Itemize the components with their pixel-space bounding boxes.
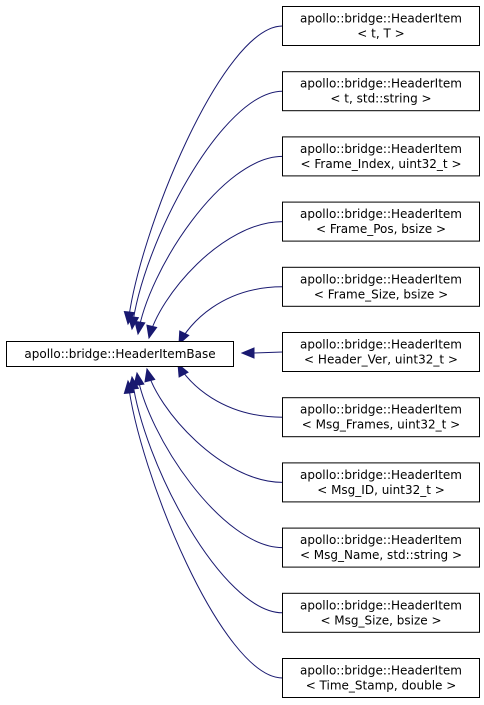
derived-class-template-args: < t, std::string > [330, 92, 431, 106]
derived-class-node[interactable]: apollo::bridge::HeaderItem< Frame_Index,… [282, 136, 480, 177]
derived-class-node[interactable]: apollo::bridge::HeaderItem< Frame_Pos, b… [282, 201, 480, 242]
inheritance-edge [136, 372, 283, 549]
inheritance-arrowhead [133, 371, 145, 387]
derived-class-template-args: < Frame_Pos, bsize > [316, 222, 446, 236]
inheritance-arrowhead [240, 347, 255, 359]
inheritance-arrowhead [144, 367, 156, 383]
derived-class-template-args: < Msg_Size, bsize > [320, 613, 441, 627]
base-class-node[interactable]: apollo::bridge::HeaderItemBase [6, 341, 234, 367]
derived-class-box [282, 462, 480, 503]
derived-class-name: apollo::bridge::HeaderItem [300, 403, 462, 417]
derived-class-template-args: < Msg_ID, uint32_t > [317, 483, 445, 497]
derived-class-name: apollo::bridge::HeaderItem [300, 338, 462, 352]
inheritance-arrowhead [177, 362, 189, 378]
derived-class-box [282, 592, 480, 633]
derived-class-box [282, 397, 480, 438]
inheritance-arrowhead [134, 320, 146, 336]
derived-class-name: apollo::bridge::HeaderItem [300, 598, 462, 612]
derived-class-template-args: < Msg_Frames, uint32_t > [302, 418, 460, 432]
derived-class-node[interactable]: apollo::bridge::HeaderItem< Msg_Frames, … [282, 397, 480, 438]
derived-class-box [282, 201, 480, 242]
inheritance-edge [131, 90, 283, 330]
derived-class-template-args: < Header_Ver, uint32_t > [304, 353, 458, 367]
derived-class-node[interactable]: apollo::bridge::HeaderItem< Msg_ID, uint… [282, 462, 480, 503]
inheritance-edge [178, 286, 283, 345]
class-nodes: apollo::bridge::HeaderItemBase apollo::b… [6, 6, 480, 698]
derived-class-node[interactable]: apollo::bridge::HeaderItem< Msg_Size, bs… [282, 592, 480, 633]
derived-class-node[interactable]: apollo::bridge::HeaderItem< t, T > [282, 6, 480, 46]
derived-class-box [282, 527, 480, 568]
derived-class-node[interactable]: apollo::bridge::HeaderItem< Header_Ver, … [282, 332, 480, 372]
derived-class-node[interactable]: apollo::bridge::HeaderItem< t, std::stri… [282, 71, 480, 112]
derived-class-name: apollo::bridge::HeaderItem [300, 207, 462, 221]
derived-class-box [282, 332, 480, 372]
inheritance-edge [148, 221, 283, 339]
derived-class-template-args: < Frame_Size, bsize > [314, 287, 448, 301]
derived-class-name: apollo::bridge::HeaderItem [300, 142, 462, 156]
derived-class-name: apollo::bridge::HeaderItem [300, 12, 462, 26]
inheritance-arrowhead [146, 324, 158, 340]
derived-class-box [282, 266, 480, 307]
inheritance-edge [131, 376, 283, 614]
derived-class-template-args: < Msg_Name, std::string > [300, 548, 462, 562]
inheritance-arrowhead [178, 330, 190, 346]
base-class-label: apollo::bridge::HeaderItemBase [24, 347, 215, 361]
derived-class-name: apollo::bridge::HeaderItem [300, 468, 462, 482]
inheritance-edge [253, 351, 283, 354]
inheritance-arrowhead [123, 379, 136, 395]
inheritance-edge [137, 155, 283, 335]
inheritance-edge [146, 368, 283, 483]
derived-class-template-args: < Frame_Index, uint32_t > [300, 157, 461, 171]
inheritance-edges [123, 25, 283, 679]
inheritance-edge [127, 380, 283, 679]
derived-class-template-args: < Time_Stamp, double > [306, 679, 457, 693]
derived-class-node[interactable]: apollo::bridge::HeaderItem< Msg_Name, st… [282, 527, 480, 568]
derived-class-box [282, 658, 480, 698]
derived-class-node[interactable]: apollo::bridge::HeaderItem< Frame_Size, … [282, 266, 480, 307]
derived-class-box [282, 6, 480, 46]
derived-class-name: apollo::bridge::HeaderItem [300, 533, 462, 547]
inheritance-edge [177, 363, 283, 418]
inheritance-edge [127, 25, 283, 325]
derived-class-name: apollo::bridge::HeaderItem [300, 272, 462, 286]
derived-class-name: apollo::bridge::HeaderItem [300, 664, 462, 678]
derived-class-box [282, 71, 480, 112]
derived-class-template-args: < t, T > [357, 27, 404, 41]
derived-class-box [282, 136, 480, 177]
derived-class-name: apollo::bridge::HeaderItem [300, 77, 462, 91]
derived-class-node[interactable]: apollo::bridge::HeaderItem< Time_Stamp, … [282, 658, 480, 698]
